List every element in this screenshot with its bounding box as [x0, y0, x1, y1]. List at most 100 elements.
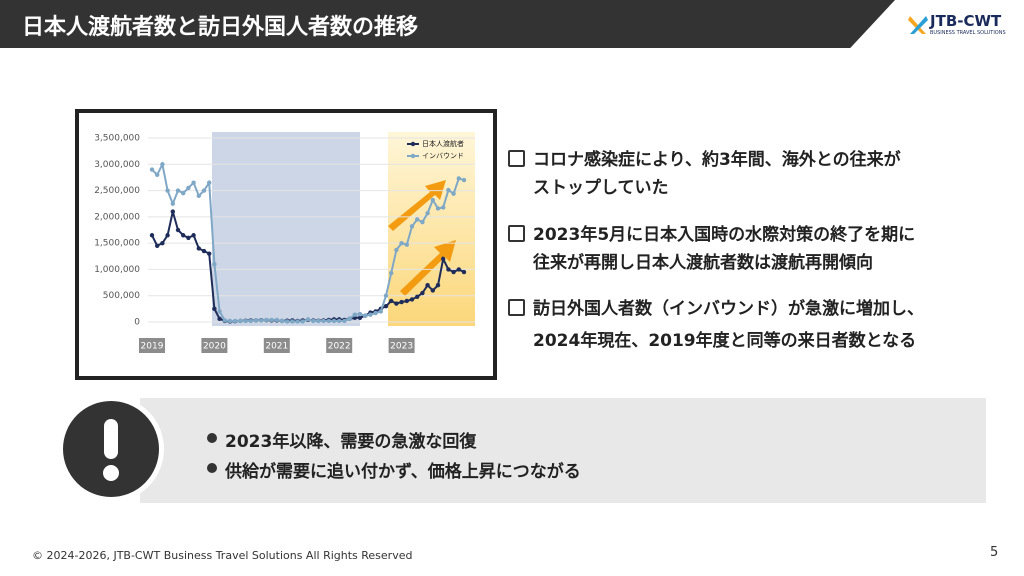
point-text: 2023年5月に日本入国時の水際対策の終了を期に — [533, 225, 916, 245]
point — [149, 233, 155, 238]
point — [217, 309, 222, 314]
point-text: ストップしていた — [533, 178, 669, 198]
point — [456, 267, 461, 272]
y-tick-label: 1,000,000 — [94, 265, 140, 275]
point — [342, 318, 347, 324]
point — [155, 243, 160, 248]
point — [446, 267, 451, 272]
point — [435, 283, 441, 288]
point — [285, 319, 290, 324]
point — [420, 219, 425, 225]
alert-icon — [58, 396, 164, 502]
x-label-box — [139, 338, 165, 353]
x-label-box — [388, 338, 415, 353]
point — [373, 310, 378, 316]
point — [186, 185, 191, 191]
x-label-box — [326, 338, 353, 353]
point — [389, 270, 394, 276]
point — [409, 297, 415, 302]
point — [300, 319, 305, 324]
point — [191, 180, 196, 185]
chart-frame — [75, 109, 497, 380]
point — [394, 301, 399, 306]
point — [425, 210, 430, 216]
point — [451, 191, 456, 196]
point — [441, 205, 446, 210]
point — [441, 256, 446, 262]
point — [451, 269, 456, 275]
point — [347, 316, 352, 322]
point — [253, 318, 259, 323]
x-label-box — [201, 338, 228, 353]
point — [352, 312, 357, 317]
slide-title: 日本人渡航者数と訪日外国人者数の推移 — [22, 15, 419, 40]
point — [368, 312, 373, 317]
exclamation — [103, 419, 119, 481]
point — [326, 318, 331, 324]
point — [170, 201, 175, 206]
point — [399, 240, 404, 246]
point-text: コロナ感染症により、約3年間、海外との往来が — [533, 150, 901, 170]
x-tick-label: 2019 — [141, 342, 164, 352]
point — [186, 235, 191, 241]
point — [181, 191, 186, 196]
point — [238, 318, 243, 324]
page-number: 5 — [990, 545, 999, 560]
point — [181, 233, 186, 238]
point — [357, 311, 363, 317]
x-tick-label: 2022 — [328, 342, 351, 352]
point — [420, 290, 425, 296]
shade-covid — [212, 132, 360, 326]
point — [383, 304, 389, 309]
point — [222, 318, 227, 323]
point — [404, 242, 409, 247]
point — [409, 224, 415, 229]
point — [149, 167, 155, 172]
point — [415, 294, 420, 299]
callout-item: 2023年以降、需要の急激な回復 — [225, 432, 477, 452]
check-icon — [508, 150, 525, 167]
point — [165, 188, 170, 193]
legend-label: インバウンド — [422, 152, 464, 160]
callout-box — [140, 398, 986, 503]
point — [383, 293, 389, 298]
point — [357, 315, 363, 320]
point — [165, 233, 170, 238]
point — [430, 197, 435, 203]
point — [305, 317, 311, 322]
shade-recovery — [388, 132, 475, 326]
point — [461, 269, 467, 275]
point — [425, 283, 430, 288]
point — [378, 309, 383, 314]
bullet — [207, 463, 217, 473]
header-bar — [0, 0, 895, 48]
point — [394, 247, 399, 253]
point — [155, 172, 160, 177]
point-text: 往来が再開し日本人渡航者数は渡航再開傾向 — [533, 253, 873, 273]
point — [212, 261, 217, 267]
point — [191, 233, 196, 238]
bullet — [207, 433, 217, 443]
check-icon — [508, 225, 525, 242]
point — [196, 246, 201, 251]
point — [399, 299, 404, 305]
point-text: 訪日外国人者数（インバウンド）が急激に増加し、 — [533, 299, 924, 319]
logo: JTB-CWT — [930, 12, 1002, 30]
point — [248, 318, 253, 324]
point — [201, 248, 207, 254]
point — [274, 317, 279, 323]
point — [207, 180, 212, 185]
x-tick-label: 2021 — [265, 342, 288, 352]
point — [389, 298, 394, 304]
point — [456, 176, 461, 181]
point — [337, 318, 342, 324]
point — [435, 206, 441, 211]
y-tick-label: 3,500,000 — [94, 134, 140, 144]
point — [227, 318, 233, 324]
point — [404, 298, 409, 304]
y-tick-label: 3,000,000 — [94, 160, 140, 170]
arrow — [388, 180, 446, 231]
copyright: © 2024-2026, JTB-CWT Business Travel Sol… — [32, 549, 413, 562]
chart: 0 500,000 1,000,000 1,500,000 2,000,000 2,500… — [94, 132, 475, 353]
